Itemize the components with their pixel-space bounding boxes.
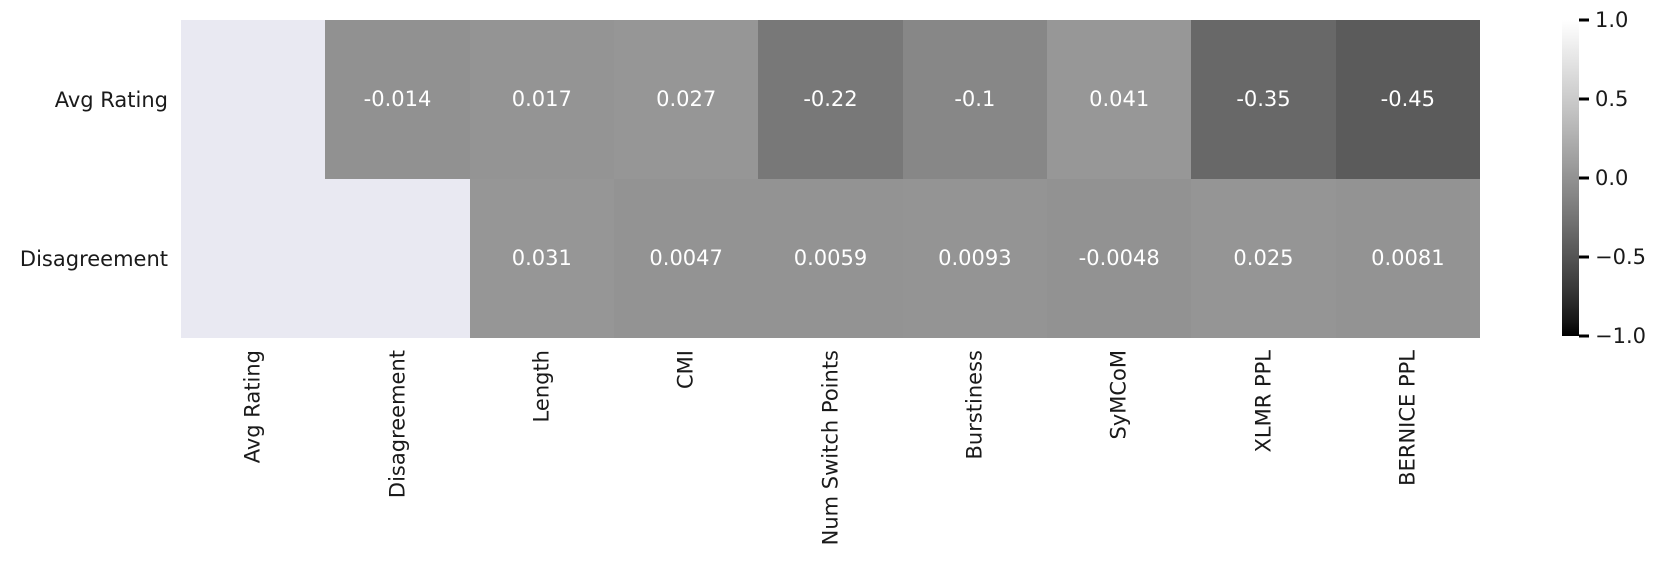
heatmap-cell: -0.45 (1335, 20, 1480, 179)
heatmap-cell: 0.027 (613, 20, 759, 179)
y-tick-label: Disagreement (19, 246, 168, 271)
x-tick-label: SyMCoM (1106, 350, 1131, 440)
colorbar-tick-mark (1579, 334, 1589, 338)
heatmap-cell: 0.0047 (613, 179, 759, 338)
y-tick-label: Avg Rating (54, 87, 168, 112)
colorbar-tick-mark (1579, 176, 1589, 180)
heatmap-cell: -0.35 (1191, 20, 1336, 179)
heatmap-cell: 0.041 (1046, 20, 1192, 179)
heatmap-cell: 0.025 (1191, 179, 1336, 338)
x-tick-label-text: BERNICE PPL (1395, 350, 1420, 486)
heatmap-cell: -0.22 (758, 20, 903, 179)
x-tick-label: Disagreement (384, 350, 409, 499)
colorbar-tick-mark (1579, 97, 1589, 101)
x-tick-label: CMI (673, 350, 698, 389)
colorbar-tick-label: −0.5 (1595, 245, 1646, 269)
x-tick-label-text: Burstiness (962, 350, 987, 460)
x-tick-label: XLMR PPL (1250, 350, 1275, 453)
heatmap-cell (181, 179, 326, 338)
x-tick-label-text: Num Switch Points (817, 350, 842, 546)
colorbar-tick-mark (1579, 255, 1589, 259)
heatmap-cell: 0.031 (469, 179, 614, 338)
heatmap-cell: 0.017 (469, 20, 614, 179)
colorbar-gradient (1562, 20, 1579, 336)
heatmap-cell: -0.014 (325, 20, 470, 179)
heatmap-cell: 0.0093 (902, 179, 1047, 338)
colorbar-tick-mark (1579, 18, 1589, 22)
x-tick-label: BERNICE PPL (1395, 350, 1420, 486)
x-tick-label-text: SyMCoM (1106, 350, 1131, 440)
colorbar-tick-label: 0.5 (1595, 87, 1629, 111)
x-tick-label: Num Switch Points (817, 350, 842, 546)
x-tick-label: Length (529, 350, 554, 423)
heatmap-cell: 0.0059 (758, 179, 903, 338)
x-tick-label-text: Avg Rating (240, 350, 265, 464)
x-tick-label: Avg Rating (240, 350, 265, 464)
heatmap-cell (325, 179, 470, 338)
heatmap-cell: 0.0081 (1335, 179, 1480, 338)
heatmap-grid: -0.014 0.017 0.027 -0.22 -0.1 0.041 -0.35 -0.45… (181, 20, 1480, 338)
x-tick-label-text: XLMR PPL (1250, 350, 1275, 453)
heatmap-cell: -0.1 (902, 20, 1047, 179)
x-tick-label-text: Length (529, 350, 554, 423)
heatmap-cell (181, 20, 326, 179)
x-tick-label: Burstiness (962, 350, 987, 460)
colorbar-tick-label: −1.0 (1595, 324, 1646, 348)
colorbar-tick-label: 0.0 (1595, 166, 1629, 190)
colorbar-tick-label: 1.0 (1595, 8, 1629, 32)
heatmap-cell: -0.0048 (1046, 179, 1192, 338)
x-tick-label-text: Disagreement (384, 350, 409, 499)
x-tick-label-text: CMI (673, 350, 698, 389)
